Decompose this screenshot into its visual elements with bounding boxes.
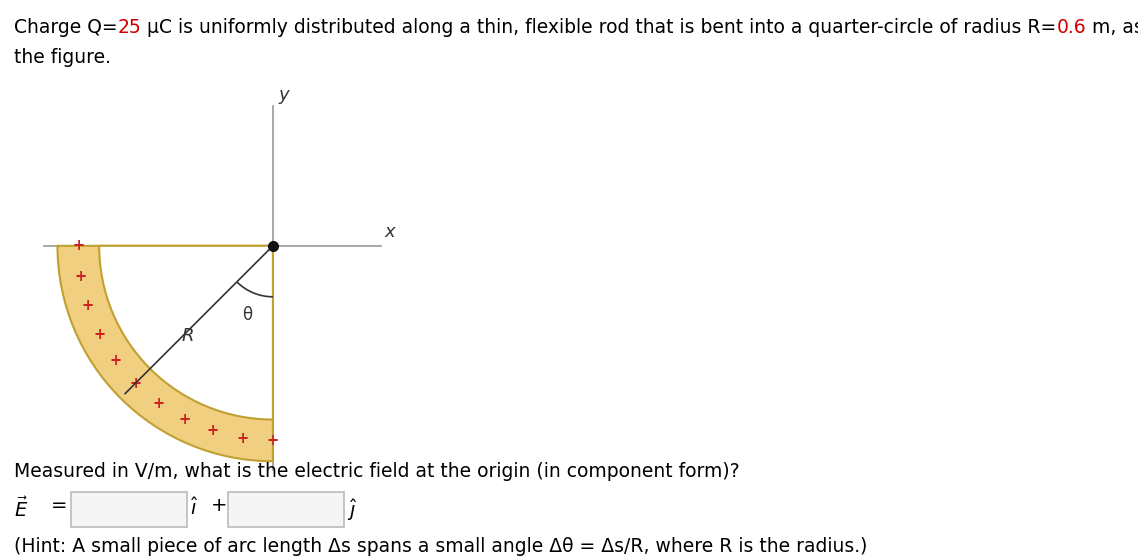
Text: Charge Q=: Charge Q=	[14, 18, 117, 37]
Text: +: +	[109, 353, 122, 368]
Text: +: +	[237, 430, 248, 446]
Text: +: +	[152, 396, 165, 411]
Text: 25: 25	[117, 18, 141, 37]
Text: $\hat{\jmath}$: $\hat{\jmath}$	[347, 496, 357, 523]
Text: +: +	[211, 496, 226, 515]
Text: $\hat{\imath}$: $\hat{\imath}$	[190, 496, 198, 519]
Text: m, as shown in: m, as shown in	[1086, 18, 1138, 37]
Text: +: +	[266, 433, 279, 448]
Text: +: +	[82, 299, 94, 314]
Text: +: +	[93, 326, 106, 342]
FancyBboxPatch shape	[71, 492, 187, 527]
Wedge shape	[99, 246, 273, 420]
Text: μC is uniformly distributed along a thin, flexible rod that is bent into a quart: μC is uniformly distributed along a thin…	[141, 18, 1056, 37]
Text: +: +	[179, 411, 191, 427]
Text: θ: θ	[242, 306, 253, 324]
Text: +: +	[75, 269, 86, 284]
Text: the figure.: the figure.	[14, 48, 110, 67]
Text: $\vec{E}$: $\vec{E}$	[14, 496, 28, 521]
Text: +: +	[72, 238, 84, 253]
Text: +: +	[207, 423, 218, 438]
Text: y: y	[279, 86, 289, 103]
Text: x: x	[385, 223, 396, 241]
Wedge shape	[58, 246, 273, 461]
Text: =: =	[51, 496, 67, 515]
Text: Measured in V/m, what is the electric field at the origin (in component form)?: Measured in V/m, what is the electric fi…	[14, 462, 740, 481]
Text: R: R	[181, 326, 193, 345]
Text: +: +	[130, 376, 141, 391]
FancyBboxPatch shape	[228, 492, 344, 527]
Text: (Hint: A small piece of arc length Δs spans a small angle Δθ = Δs/R, where R is : (Hint: A small piece of arc length Δs sp…	[14, 537, 867, 556]
Text: 0.6: 0.6	[1056, 18, 1086, 37]
